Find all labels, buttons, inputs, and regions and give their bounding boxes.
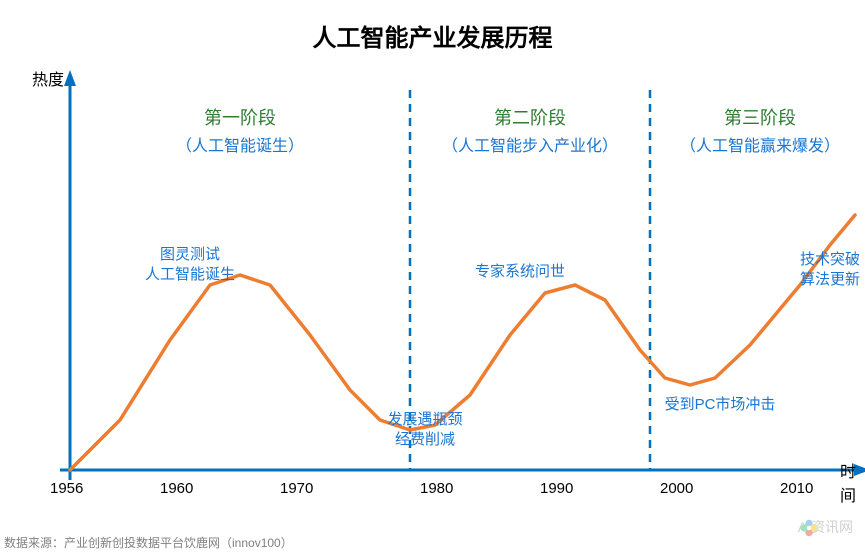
stage-title: 第二阶段 (470, 104, 590, 130)
data-source: 数据来源：产业创新创投数据平台饮鹿网（innov100） (4, 534, 293, 551)
stage-subtitle: （人工智能步入产业化） (420, 132, 640, 156)
stage-title: 第三阶段 (700, 104, 820, 130)
x-axis-label: 时间 (840, 458, 856, 506)
annotation: 图灵测试人工智能诞生 (120, 245, 260, 286)
chart-title: 人工智能产业发展历程 (0, 18, 865, 53)
x-tick: 2000 (660, 480, 693, 497)
chart-area: 热度 时间 1956196019701980199020002010 第一阶段（… (40, 60, 825, 500)
stage-subtitle: （人工智能诞生） (130, 132, 350, 156)
x-tick: 1970 (280, 480, 313, 497)
annotation: 专家系统问世 (450, 262, 590, 282)
annotation: 技术突破算法更新 (760, 250, 865, 291)
stage-subtitle: （人工智能赢来爆发） (650, 132, 865, 156)
x-tick: 1956 (50, 480, 83, 497)
x-tick: 1980 (420, 480, 453, 497)
annotation: 发展遇瓶颈经费削减 (355, 410, 495, 451)
flower-icon (798, 517, 820, 539)
watermark: AI资讯网 (798, 517, 853, 537)
annotation: 受到PC市场冲击 (650, 395, 790, 415)
chart-container: 人工智能产业发展历程 热度 时间 1956 1960 1970 1980 1990 200… (0, 0, 865, 557)
y-axis-label: 热度 (32, 66, 64, 90)
y-axis-arrow (64, 70, 76, 86)
x-tick: 1990 (540, 480, 573, 497)
stage-title: 第一阶段 (180, 104, 300, 130)
x-tick: 2010 (780, 480, 813, 497)
x-tick: 1960 (160, 480, 193, 497)
